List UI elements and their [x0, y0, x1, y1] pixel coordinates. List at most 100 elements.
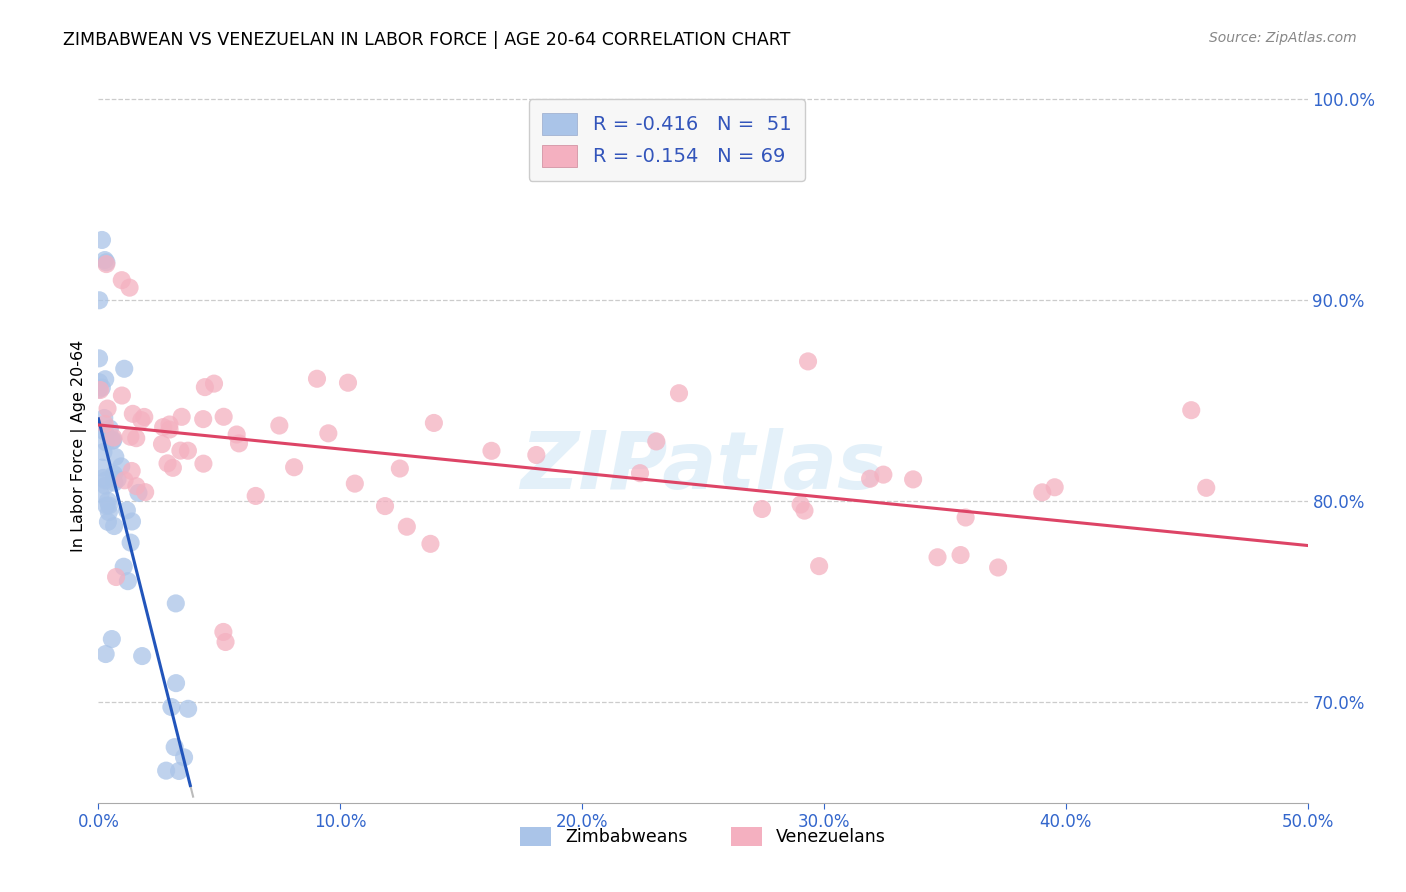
Point [94, 435, 117, 450]
Point [115, 503, 138, 517]
Point [423, 416, 446, 430]
Point [131, 648, 153, 663]
Point [481, 443, 503, 458]
Text: Source: ZipAtlas.com: Source: ZipAtlas.com [1209, 31, 1357, 45]
Point [395, 519, 418, 533]
Point [159, 417, 181, 432]
Point [101, 434, 124, 448]
Point [90, 486, 112, 500]
Point [120, 430, 142, 444]
Point [156, 456, 179, 470]
Point [1031, 485, 1053, 500]
Point [112, 559, 135, 574]
Point [103, 431, 125, 445]
Point [89, 375, 111, 389]
Point [343, 476, 366, 491]
Point [94, 253, 117, 268]
Point [111, 388, 134, 402]
Point [89, 293, 111, 308]
Point [97, 515, 120, 529]
Text: ZIPatlas: ZIPatlas [520, 428, 886, 507]
Point [96, 401, 118, 416]
Point [193, 457, 215, 471]
Point [93, 411, 115, 425]
Point [118, 280, 141, 294]
Point [94, 425, 117, 439]
Point [120, 535, 142, 549]
Point [170, 409, 193, 424]
Point [159, 423, 181, 437]
Point [793, 503, 815, 517]
Point [524, 448, 547, 462]
Point [269, 418, 291, 433]
Point [90, 381, 112, 395]
Point [111, 273, 134, 287]
Point [125, 431, 148, 445]
Y-axis label: In Labor Force | Age 20-64: In Labor Force | Age 20-64 [72, 340, 87, 552]
Point [107, 472, 129, 486]
Point [101, 632, 124, 646]
Point [117, 574, 139, 589]
Point [96, 499, 118, 513]
Point [94, 474, 117, 488]
Point [193, 412, 215, 426]
Point [121, 515, 143, 529]
Point [103, 433, 125, 447]
Point [96, 257, 118, 271]
Point [93, 445, 115, 459]
Point [110, 459, 132, 474]
Point [177, 443, 200, 458]
Point [212, 409, 235, 424]
Point [337, 376, 360, 390]
Point [987, 560, 1010, 574]
Point [94, 647, 117, 661]
Point [134, 485, 156, 500]
Point [98, 499, 121, 513]
Point [125, 479, 148, 493]
Point [305, 372, 328, 386]
Point [318, 426, 340, 441]
Point [96, 255, 118, 269]
Point [645, 434, 668, 449]
Point [103, 475, 125, 490]
Point [121, 464, 143, 478]
Point [91, 471, 114, 485]
Point [93, 417, 115, 431]
Point [112, 361, 135, 376]
Point [177, 702, 200, 716]
Point [202, 376, 225, 391]
Point [94, 479, 117, 493]
Point [163, 740, 186, 755]
Point [212, 624, 235, 639]
Point [91, 233, 114, 247]
Point [91, 460, 114, 475]
Point [808, 559, 831, 574]
Point [105, 570, 128, 584]
Point [419, 537, 441, 551]
Point [955, 510, 977, 524]
Point [628, 466, 651, 480]
Point [751, 502, 773, 516]
Point [789, 498, 811, 512]
Point [1043, 480, 1066, 494]
Point [160, 700, 183, 714]
Point [245, 489, 267, 503]
Point [97, 494, 120, 508]
Point [225, 427, 247, 442]
Point [127, 486, 149, 500]
Point [87, 383, 110, 397]
Point [103, 467, 125, 482]
Point [1195, 481, 1218, 495]
Point [104, 450, 127, 464]
Point [167, 764, 190, 778]
Legend: Zimbabweans, Venezuelans: Zimbabweans, Venezuelans [512, 818, 894, 855]
Point [1180, 403, 1202, 417]
Point [94, 372, 117, 386]
Point [797, 354, 820, 368]
Point [949, 548, 972, 562]
Point [165, 676, 187, 690]
Point [173, 750, 195, 764]
Point [155, 764, 177, 778]
Point [927, 550, 949, 565]
Point [152, 420, 174, 434]
